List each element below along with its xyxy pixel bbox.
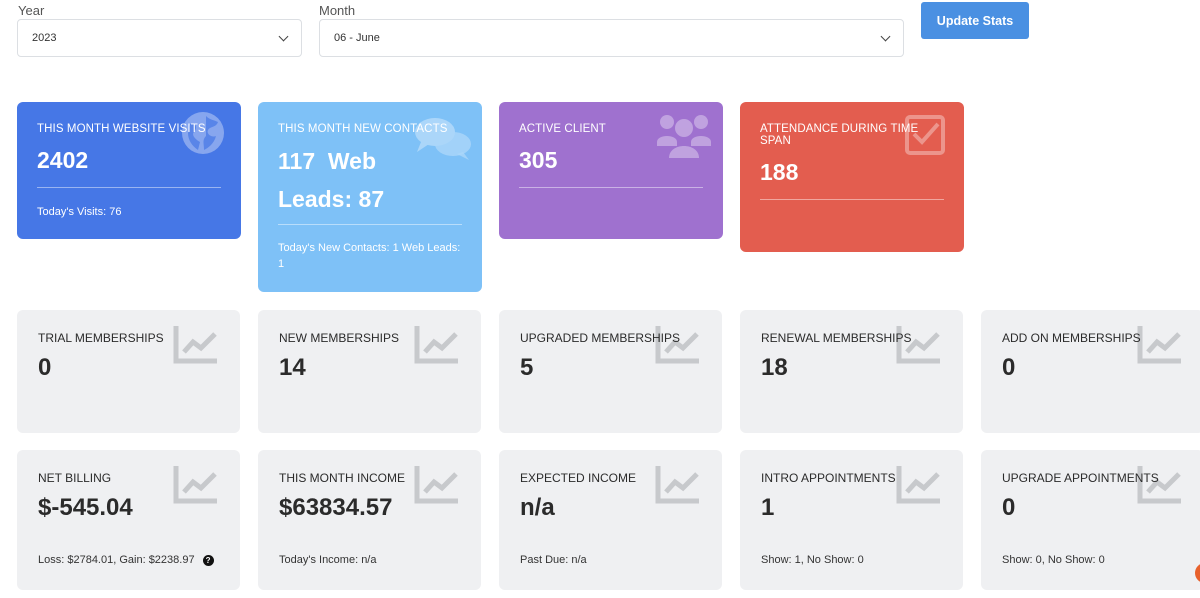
chart-line-icon bbox=[1137, 326, 1181, 364]
card-subtext: Loss: $2784.01, Gain: $2238.97 ? bbox=[38, 554, 214, 566]
card-value: 14 bbox=[279, 354, 306, 381]
chart-line-icon bbox=[414, 326, 458, 364]
card-subtext: Show: 0, No Show: 0 bbox=[1002, 554, 1105, 566]
card-value: $63834.57 bbox=[279, 494, 393, 521]
stat-card: EXPECTED INCOME n/a Past Due: n/a bbox=[499, 450, 722, 590]
chart-line-icon bbox=[414, 466, 458, 504]
chart-line-icon bbox=[173, 326, 217, 364]
stat-card: ADD ON MEMBERSHIPS 0 bbox=[981, 310, 1200, 433]
stat-card: INTRO APPOINTMENTS 1 Show: 1, No Show: 0 bbox=[740, 450, 963, 590]
card-value: 5 bbox=[520, 354, 534, 381]
card-title: UPGRADED MEMBERSHIPS bbox=[520, 331, 681, 345]
card-divider bbox=[519, 187, 703, 188]
chart-line-icon bbox=[173, 466, 217, 504]
month-select[interactable]: 06 - June bbox=[319, 19, 904, 57]
card-title: ATTENDANCE DURING TIME SPAN bbox=[760, 123, 919, 147]
card-title: INTRO APPOINTMENTS bbox=[761, 471, 896, 485]
card-divider bbox=[760, 199, 944, 200]
card-subtext: Today's New Contacts: 1 Web Leads: 1 bbox=[278, 242, 461, 270]
card-title: UPGRADE APPOINTMENTS bbox=[1002, 471, 1159, 485]
card-title: TRIAL MEMBERSHIPS bbox=[38, 331, 164, 345]
year-select-value: 2023 bbox=[32, 32, 57, 44]
globe-icon bbox=[182, 112, 224, 154]
website-visits-card: THIS MONTH WEBSITE VISITS 2402 Today's V… bbox=[17, 102, 241, 239]
card-subtext: Show: 1, No Show: 0 bbox=[761, 554, 864, 566]
chart-line-icon bbox=[896, 326, 940, 364]
card-value: 0 bbox=[38, 354, 52, 381]
stat-card: TRIAL MEMBERSHIPS 0 bbox=[17, 310, 240, 433]
chat-bubbles-icon bbox=[415, 118, 471, 160]
stat-card: THIS MONTH INCOME $63834.57 Today's Inco… bbox=[258, 450, 481, 590]
help-icon[interactable]: ? bbox=[202, 554, 214, 566]
month-label: Month bbox=[319, 3, 356, 18]
new-contacts-card: THIS MONTH NEW CONTACTS 117 Web Leads: 8… bbox=[258, 102, 482, 292]
card-title: NEW MEMBERSHIPS bbox=[279, 331, 400, 345]
card-title: EXPECTED INCOME bbox=[520, 471, 637, 485]
card-value: 1 bbox=[761, 494, 775, 521]
card-subtext: Today's Visits: 76 bbox=[37, 206, 122, 218]
card-divider bbox=[37, 187, 221, 188]
card-value: 0 bbox=[1002, 354, 1016, 381]
year-label: Year bbox=[18, 3, 45, 18]
card-subtext-label: Loss: $2784.01, Gain: $2238.97 bbox=[38, 554, 195, 566]
filters-bar: Year 2023 Month 06 - June Update Stats bbox=[0, 0, 1200, 70]
stat-card: UPGRADE APPOINTMENTS 0 Show: 0, No Show:… bbox=[981, 450, 1200, 590]
attendance-card: ATTENDANCE DURING TIME SPAN 188 bbox=[740, 102, 964, 252]
stat-card: RENEWAL MEMBERSHIPS 18 bbox=[740, 310, 963, 433]
card-subtext: Today's Income: n/a bbox=[279, 554, 377, 566]
card-value: 2402 bbox=[37, 147, 89, 173]
card-value: 18 bbox=[761, 354, 788, 381]
card-title: ACTIVE CLIENT bbox=[519, 123, 606, 135]
active-client-card: ACTIVE CLIENT 305 bbox=[499, 102, 723, 239]
users-icon bbox=[657, 115, 711, 158]
card-value-primary: 117 Web bbox=[278, 148, 377, 174]
chart-line-icon bbox=[896, 466, 940, 504]
card-value: 0 bbox=[1002, 494, 1016, 521]
chart-line-icon bbox=[1137, 466, 1181, 504]
card-value-secondary: Leads: 87 bbox=[278, 186, 385, 212]
chart-line-icon bbox=[655, 326, 699, 364]
stat-card: NET BILLING $-545.04 Loss: $2784.01, Gai… bbox=[17, 450, 240, 590]
card-divider bbox=[278, 224, 462, 225]
card-value: n/a bbox=[520, 494, 555, 521]
year-select[interactable]: 2023 bbox=[17, 19, 302, 57]
chart-line-icon bbox=[655, 466, 699, 504]
card-value: $-545.04 bbox=[38, 494, 133, 521]
chevron-down-icon bbox=[278, 31, 289, 41]
card-title: ADD ON MEMBERSHIPS bbox=[1002, 331, 1141, 345]
month-select-value: 06 - June bbox=[334, 32, 380, 44]
card-value: 305 bbox=[519, 147, 558, 173]
update-stats-button[interactable]: Update Stats bbox=[921, 2, 1029, 39]
card-value: 188 bbox=[760, 159, 799, 185]
card-title: THIS MONTH INCOME bbox=[279, 471, 405, 485]
card-title: THIS MONTH NEW CONTACTS bbox=[278, 123, 448, 135]
card-title: NET BILLING bbox=[38, 471, 112, 485]
stat-card: UPGRADED MEMBERSHIPS 5 bbox=[499, 310, 722, 433]
card-subtext: Past Due: n/a bbox=[520, 554, 587, 566]
stat-card: NEW MEMBERSHIPS 14 bbox=[258, 310, 481, 433]
card-title: THIS MONTH WEBSITE VISITS bbox=[37, 123, 206, 135]
checkbox-icon bbox=[905, 115, 945, 155]
card-title: RENEWAL MEMBERSHIPS bbox=[761, 331, 912, 345]
chevron-down-icon bbox=[880, 31, 891, 41]
chat-launcher-button[interactable] bbox=[1195, 563, 1200, 583]
